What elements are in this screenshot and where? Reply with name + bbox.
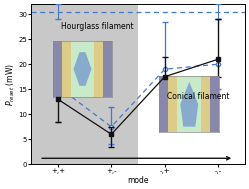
Bar	[31, 4, 138, 164]
X-axis label: mode: mode	[127, 176, 149, 185]
Text: Hourglass filament: Hourglass filament	[61, 22, 133, 31]
Text: Conical filament: Conical filament	[167, 92, 230, 101]
Y-axis label: $P_{reset}$ (mW): $P_{reset}$ (mW)	[4, 63, 17, 106]
